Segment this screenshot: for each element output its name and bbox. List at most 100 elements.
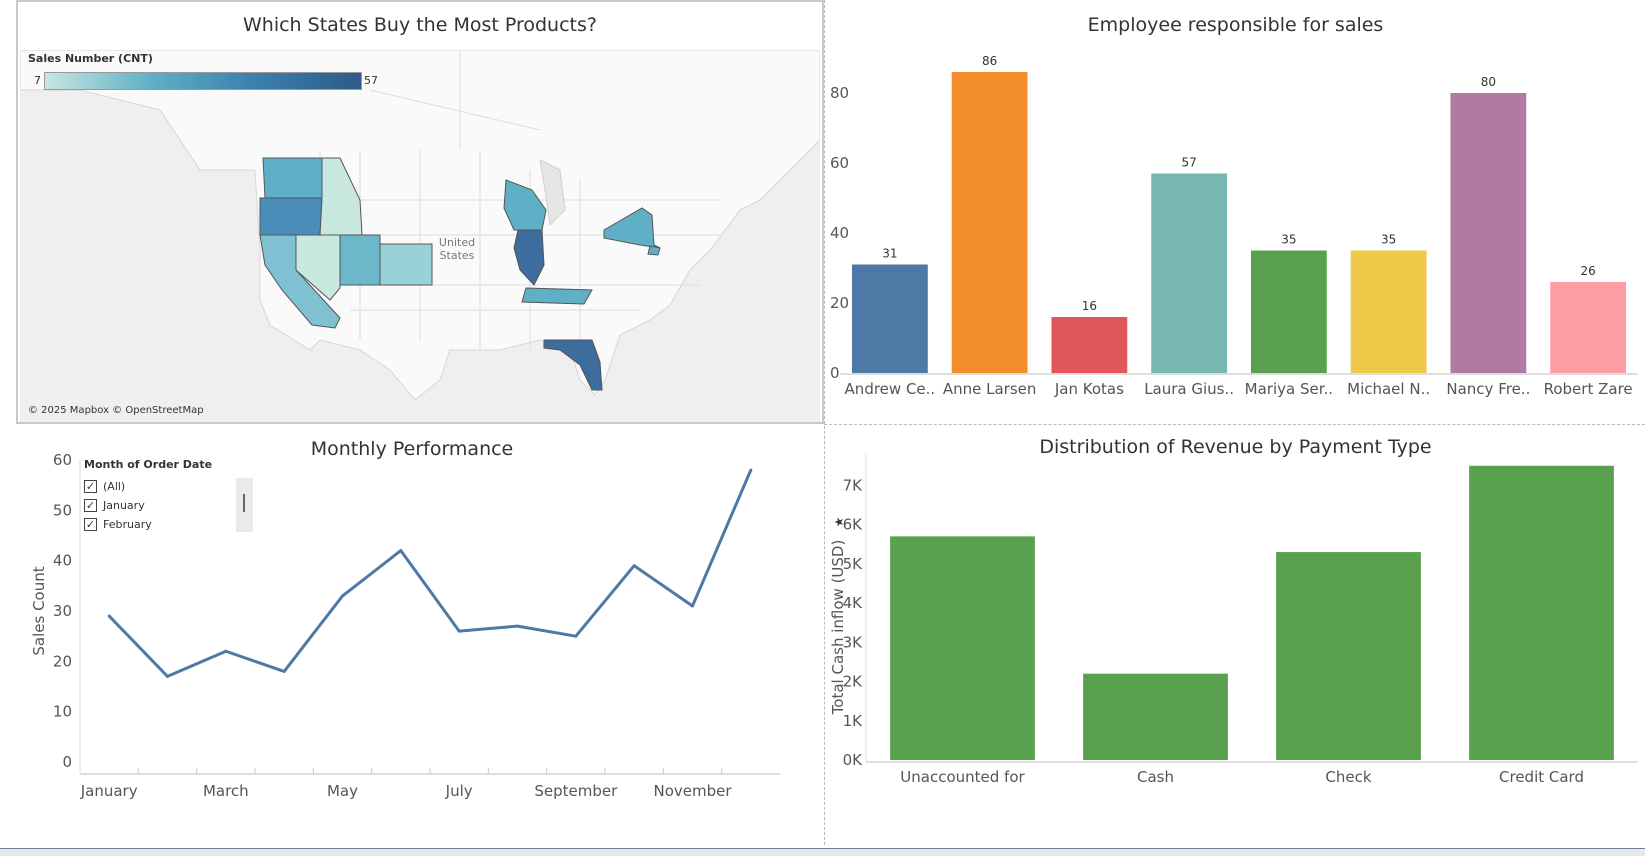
state-nevada [295,234,341,301]
data-label: 26 [1580,264,1595,278]
x-tick-label: Anne Larsen [943,380,1037,398]
data-label: 16 [1082,299,1097,313]
monthly-chart-svg: 0 10 20 30 40 50 60 Sales Count January March May J… [30,451,780,800]
y-axis-label: Total Cash inflow (USD) [829,540,847,716]
vertical-divider [824,0,825,845]
x-tick-label: November [653,782,732,800]
x-tick-label: Robert Zare [1544,380,1633,398]
filter-item-february[interactable]: ✓ February [84,515,254,534]
employee-chart-title: Employee responsible for sales [1087,14,1384,36]
y-tick-label: 10 [53,703,72,721]
data-point [341,594,344,598]
bar [1469,465,1614,760]
y-tick-label: 0 [62,753,72,771]
y-tick-label: 30 [53,602,72,620]
y-tick-label: 4K [843,594,864,612]
x-tick-label: Michael N.. [1347,380,1430,398]
bar [1151,173,1228,373]
x-tick-label: September [534,782,618,800]
filter-title: Month of Order Date [84,458,213,471]
data-label: 86 [982,54,997,68]
checkbox-checked-icon[interactable]: ✓ [84,499,97,512]
bar [951,72,1028,373]
y-tick-label: 40 [830,224,849,242]
revenue-chart-panel: Distribution of Revenue by Payment Type … [826,426,1645,846]
y-tick-label: 0K [843,751,864,769]
checkbox-checked-icon[interactable]: ✓ [84,480,97,493]
legend-min: 7 [34,74,41,87]
country-label: United States [438,236,476,262]
x-tick-label: July [445,782,473,800]
filter-scrollbar[interactable] [236,478,253,532]
legend-max: 57 [364,74,378,87]
lake-michigan [539,159,566,227]
filter-item-label: January [103,499,145,512]
x-tick-label: Unaccounted for [900,768,1025,786]
revenue-chart-svg: 0K 1K 2K 3K 4K 5K 6K 7K Total Cash inflow (USD) ★… [829,454,1638,786]
state-new-york [603,207,661,249]
map-svg [20,50,820,401]
y-tick-label: 0 [830,364,840,382]
month-filter: Month of Order Date ✓ (All) ✓ January ✓ … [84,458,254,534]
data-point [749,468,753,472]
bar [1051,317,1128,373]
x-tick-label: Cash [1137,768,1174,786]
data-label: 80 [1481,75,1496,89]
state-new-jersey [647,245,661,256]
horizontal-divider [824,424,1645,425]
data-label: 35 [1281,233,1296,247]
data-label: 35 [1381,233,1396,247]
data-point [399,549,403,553]
y-tick-label: 5K [843,555,864,573]
y-tick-label: 20 [53,652,72,670]
bar [1450,93,1527,373]
bar [890,536,1035,760]
state-tennessee [521,287,593,305]
revenue-chart-title: Distribution of Revenue by Payment Type [1039,436,1432,458]
x-tick-label: Laura Gius.. [1144,380,1234,398]
map-title: Which States Buy the Most Products? [243,14,597,36]
data-point [282,669,286,673]
y-tick-label: 60 [53,451,72,469]
series-line [108,469,753,678]
checkbox-checked-icon[interactable]: ✓ [84,518,97,531]
filter-item-label: February [103,518,152,531]
x-tick-label: Nancy Fre.. [1446,380,1530,398]
filter-item-january[interactable]: ✓ January [84,496,254,515]
monthly-chart-panel: Monthly Performance 0 10 20 30 40 50 60 Sales C… [0,426,824,846]
data-label: 57 [1181,156,1196,170]
data-point [166,674,169,678]
monthly-chart-title: Monthly Performance [310,438,514,460]
legend-color-ramp [44,72,362,90]
x-tick-label: March [203,782,249,800]
data-point [691,604,694,608]
y-tick-label: 7K [843,476,864,494]
x-tick-label: January [80,782,138,800]
state-florida [543,339,603,391]
bar [1550,282,1627,373]
state-oregon [259,197,323,236]
x-tick-label: May [327,782,358,800]
map-panel: Which States Buy the Most Products? [16,0,824,424]
data-point [574,634,578,638]
state-illinois [513,229,545,286]
filter-item-all[interactable]: ✓ (All) [84,477,254,496]
x-tick-label: Andrew Ce.. [845,380,936,398]
y-tick-label: 20 [830,294,849,312]
y-tick-label: 2K [843,673,864,691]
state-utah [339,234,381,286]
state-colorado [379,243,433,286]
bottom-bar [0,848,1645,856]
legend-title: Sales Number (CNT) [28,52,153,65]
filter-item-label: (All) [103,480,126,493]
x-tick-label: Mariya Ser.. [1245,380,1333,398]
state-washington [262,157,323,199]
data-label: 31 [882,247,897,261]
scrollbar-thumb[interactable] [243,494,245,512]
state-map[interactable]: Sales Number (CNT) 7 57 United States © … [20,50,820,422]
data-point [632,564,636,568]
x-tick-label: Check [1325,768,1371,786]
y-tick-label: 1K [843,712,864,730]
y-axis-label: Sales Count [30,566,48,655]
bar [1350,250,1427,373]
